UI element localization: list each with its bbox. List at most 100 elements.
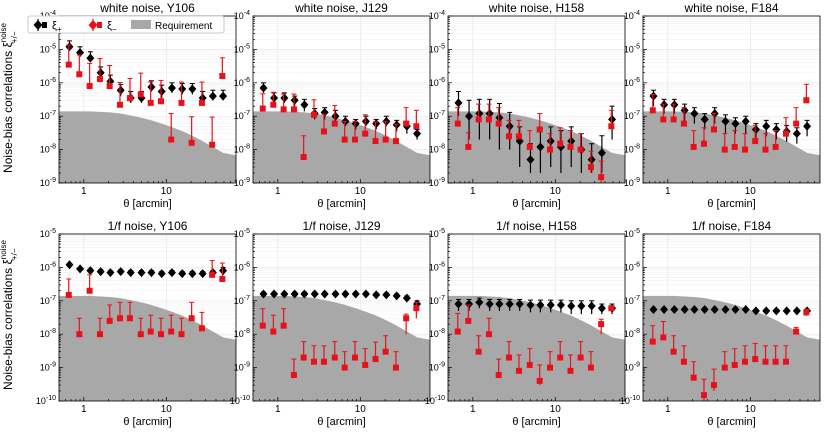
point-xi-plus xyxy=(546,136,555,146)
point-xi-minus xyxy=(341,136,348,143)
y-tick-label: 10-7 xyxy=(40,110,56,121)
panel-6: 10-10 10-9 10-8 10-7 10-6 10-5 1 10θ [arcmin] 1/… xyxy=(230,219,431,428)
point-xi-minus xyxy=(280,322,287,329)
point-xi-minus xyxy=(209,271,216,278)
x-tick-label: 1 xyxy=(665,404,671,415)
panel-3: 10-9 10-8 10-7 10-6 10-5 10-4 1 10θ [arcmin] whi… xyxy=(429,1,626,210)
point-xi-minus xyxy=(147,328,154,335)
data-marks xyxy=(649,83,812,153)
point-xi-plus xyxy=(700,304,709,314)
point-xi-plus xyxy=(680,304,689,314)
point-xi-minus xyxy=(680,120,687,127)
requirement-band xyxy=(643,295,820,401)
panel-8: 10-10 10-9 10-8 10-7 10-6 10-5 1 10θ [arcmin] 1/… xyxy=(620,219,821,428)
point-xi-plus xyxy=(741,116,750,126)
y-tick-label: 10-10 xyxy=(36,395,56,406)
point-xi-plus xyxy=(772,306,781,316)
x-tick-label: 10 xyxy=(745,186,757,197)
point-xi-minus xyxy=(168,136,175,143)
point-xi-minus xyxy=(660,334,667,341)
point-xi-plus xyxy=(597,303,606,313)
legend-marker-xi-minus-square xyxy=(97,22,102,28)
point-xi-minus xyxy=(670,116,677,123)
point-xi-plus xyxy=(259,83,268,93)
point-xi-plus xyxy=(485,299,494,309)
point-xi-plus xyxy=(86,266,95,276)
series-xi-minus xyxy=(649,83,810,153)
point-xi-minus xyxy=(413,305,420,312)
point-xi-minus xyxy=(362,130,369,137)
point-xi-minus xyxy=(515,133,522,140)
point-xi-plus xyxy=(649,91,658,101)
y-axis: 10-10 10-9 10-8 10-7 10-6 10-5 xyxy=(620,228,647,406)
point-xi-minus xyxy=(290,372,297,379)
panel-title: white noise, F184 xyxy=(683,1,778,15)
point-xi-minus xyxy=(700,140,707,147)
point-xi-minus xyxy=(157,331,164,338)
point-xi-plus xyxy=(290,289,299,299)
point-xi-minus xyxy=(198,99,205,106)
point-xi-plus xyxy=(147,268,156,278)
point-xi-plus xyxy=(803,121,812,131)
point-xi-minus xyxy=(803,97,810,104)
requirement-band xyxy=(448,295,625,401)
series-xi-plus xyxy=(454,297,617,315)
y-tick-label: 10-9 xyxy=(234,177,250,188)
point-xi-minus xyxy=(710,382,717,389)
point-xi-plus xyxy=(751,306,760,316)
point-xi-minus xyxy=(280,106,287,113)
y-axis: 10-10 10-9 10-8 10-7 10-6 10-5 xyxy=(36,228,63,406)
x-tick-label: 1 xyxy=(665,186,671,197)
y-tick-label: 10-6 xyxy=(429,77,445,88)
point-xi-minus xyxy=(362,361,369,368)
point-xi-minus xyxy=(731,361,738,368)
panel-title: 1/f noise, H158 xyxy=(496,219,577,233)
point-xi-minus xyxy=(76,71,83,78)
y-tick-label: 10-7 xyxy=(40,295,56,306)
series-xi-minus xyxy=(65,260,226,338)
ylabel-bottom-sub: +/− xyxy=(10,248,19,260)
point-xi-minus xyxy=(259,105,266,112)
y-tick-label: 10-6 xyxy=(234,77,250,88)
point-xi-plus xyxy=(690,109,699,119)
panel-title: 1/f noise, Y106 xyxy=(108,219,188,233)
point-xi-minus xyxy=(270,101,277,108)
requirement-area xyxy=(448,111,625,183)
point-xi-minus xyxy=(413,123,420,130)
point-xi-plus xyxy=(485,109,494,119)
x-tick-label: 1 xyxy=(275,404,281,415)
point-xi-minus xyxy=(372,138,379,145)
point-xi-plus xyxy=(198,269,207,279)
point-xi-minus xyxy=(116,315,123,322)
y-tick-label: 10-7 xyxy=(234,110,250,121)
point-xi-minus xyxy=(147,99,154,106)
point-xi-minus xyxy=(341,364,348,371)
ylabel-top-prefix: Noise-bias correlations ξ xyxy=(1,42,15,173)
point-xi-minus xyxy=(465,143,472,150)
legend-patch-requirement xyxy=(131,20,151,29)
point-xi-plus xyxy=(392,120,401,130)
y-tick-label: 10-9 xyxy=(40,362,56,373)
point-xi-plus xyxy=(320,289,329,299)
point-xi-plus xyxy=(126,268,135,278)
point-xi-plus xyxy=(731,304,740,314)
panel-title: white noise, H158 xyxy=(488,1,585,15)
point-xi-plus xyxy=(413,129,422,139)
point-xi-plus xyxy=(65,260,74,270)
point-xi-plus xyxy=(741,304,750,314)
point-xi-plus xyxy=(157,269,166,279)
point-xi-plus xyxy=(762,121,771,131)
svg-text:Noise-bias correlations ξnoise: Noise-bias correlations ξnoise +/− xyxy=(0,240,19,390)
x-axis: 1 10 xyxy=(252,397,431,415)
point-xi-plus xyxy=(721,116,730,126)
point-xi-plus xyxy=(567,301,576,311)
x-axis: 1 10 xyxy=(447,397,626,415)
point-xi-minus xyxy=(331,354,338,361)
point-xi-minus xyxy=(198,325,205,332)
y-tick-label: 10-6 xyxy=(40,261,56,272)
legend: ξ+ ξ− Requirement xyxy=(27,15,225,34)
point-xi-minus xyxy=(762,146,769,153)
point-xi-minus xyxy=(454,328,461,335)
point-xi-plus xyxy=(587,155,596,165)
point-xi-minus xyxy=(178,99,185,106)
